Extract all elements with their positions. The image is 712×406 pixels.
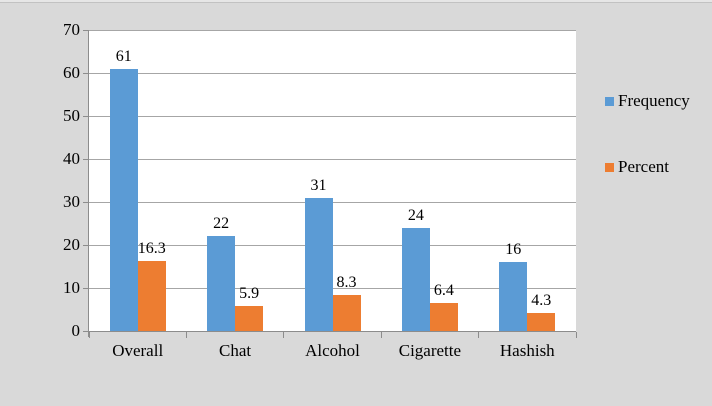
legend-swatch-icon-frequency [605,96,614,106]
y-axis-line [88,30,89,337]
top-edge-divider [0,2,712,3]
legend-swatch-icon-percent [605,162,614,172]
gridline-30 [89,201,576,203]
x-category-label-chat: Chat [219,341,252,360]
x-tick-boundary-2 [283,332,285,338]
x-tick-boundary-5 [575,332,577,338]
y-tick-label-60: 60 [63,63,80,82]
bar-value-label-percent-cigarette: 6.4 [433,282,454,300]
gridline-40 [89,158,576,160]
y-tick-label-30: 30 [63,192,80,211]
legend-label-percent: Percent [618,157,669,176]
bar-value-label-percent-chat: 5.9 [239,284,260,302]
bar-value-label-percent-overall: 16.3 [137,239,166,257]
bar-value-label-percent-hashish: 4.3 [531,291,552,309]
y-tick-70 [83,29,89,31]
bar-value-label-frequency-overall: 61 [115,47,132,65]
y-tick-0 [83,330,89,332]
bar-percent-cigarette [429,303,458,331]
gridline-60 [89,72,576,74]
x-tick-boundary-4 [478,332,480,338]
y-tick-label-40: 40 [63,149,80,168]
gridline-70 [89,29,576,31]
y-tick-label-10: 10 [63,278,80,297]
bar-value-label-percent-alcohol: 8.3 [336,274,357,292]
x-tick-boundary-3 [380,332,382,338]
y-tick-label-70: 70 [63,20,80,39]
y-tick-50 [83,115,89,117]
legend-item-frequency: Frequency [605,91,690,111]
bar-percent-alcohol [332,295,361,331]
y-tick-60 [83,72,89,74]
x-category-label-cigarette: Cigarette [398,341,462,360]
x-category-label-alcohol: Alcohol [305,341,360,360]
y-tick-20 [83,244,89,246]
bar-value-label-frequency-alcohol: 31 [310,176,327,194]
bar-percent-overall [137,260,166,331]
plot-area [89,30,576,331]
legend-label-frequency: Frequency [618,91,690,110]
y-tick-label-0: 0 [71,321,81,340]
bar-percent-chat [235,305,264,331]
bar-percent-hashish [527,312,556,331]
x-category-label-hashish: Hashish [499,341,555,360]
y-tick-label-50: 50 [63,106,80,125]
y-tick-40 [83,158,89,160]
bar-frequency-chat [207,236,236,331]
bar-frequency-overall [109,68,138,331]
bar-frequency-alcohol [304,197,333,331]
x-axis-line [83,331,576,332]
top-edge-highlight [0,0,712,2]
legend: Frequency Percent [605,0,712,406]
bar-value-label-frequency-chat: 22 [213,215,230,233]
y-tick-label-20: 20 [63,235,80,254]
y-tick-10 [83,287,89,289]
bar-frequency-hashish [499,262,528,331]
x-category-label-overall: Overall [112,341,164,360]
gridline-10 [89,287,576,289]
bar-frequency-cigarette [401,227,430,331]
x-tick-boundary-0 [88,332,90,338]
legend-item-percent: Percent [605,157,669,177]
bar-value-label-frequency-cigarette: 24 [407,206,424,224]
gridline-50 [89,115,576,117]
gridline-20 [89,244,576,246]
y-tick-30 [83,201,89,203]
bar-value-label-frequency-hashish: 16 [505,241,522,259]
x-tick-boundary-1 [185,332,187,338]
